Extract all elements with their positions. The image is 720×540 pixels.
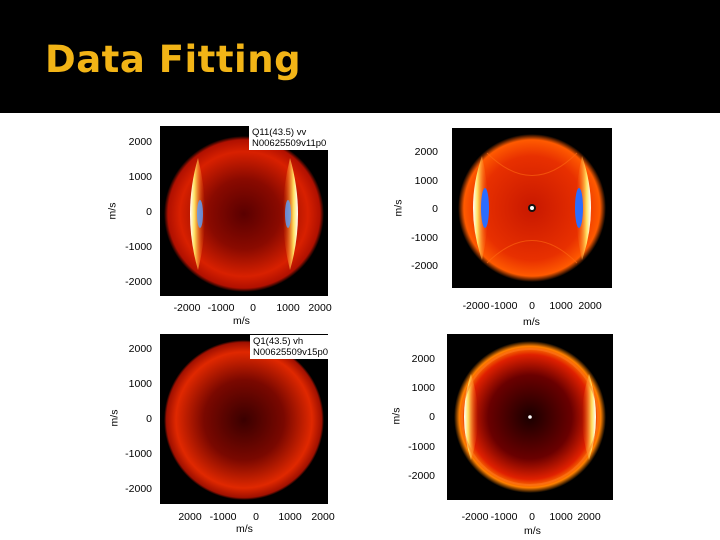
x-tick-label: -1000	[490, 511, 518, 523]
y-tick-label: -1000	[411, 232, 438, 244]
slide-title: Data Fitting	[45, 38, 302, 81]
y-axis-label: m/s	[108, 409, 121, 427]
simulated-image-vh	[447, 334, 613, 500]
x-tick-label: 0	[529, 511, 535, 523]
y-tick-label: -2000	[408, 470, 435, 482]
y-tick-label: 2000	[411, 353, 435, 365]
x-tick-label: 2000	[178, 511, 202, 523]
annotation-line1: Q1(43.5) vh	[253, 336, 304, 347]
y-tick-label: 0	[146, 413, 152, 425]
y-axis-label: m/s	[392, 199, 405, 217]
y-tick-label: -1000	[408, 441, 435, 453]
x-tick-label: -1000	[207, 302, 235, 314]
x-axis-label: m/s	[523, 316, 540, 328]
y-tick-label: 2000	[128, 343, 152, 355]
y-tick-label: 0	[146, 206, 152, 218]
y-tick-label: 2000	[128, 136, 152, 148]
annotation-line2: N00625509v11p0	[252, 138, 327, 149]
x-tick-label: 0	[253, 511, 259, 523]
y-tick-label: 2000	[414, 146, 438, 158]
y-tick-label: -2000	[125, 276, 152, 288]
x-tick-label: 1000	[549, 300, 573, 312]
x-tick-label: 2000	[577, 511, 601, 523]
y-axis-label: m/s	[106, 202, 119, 220]
x-tick-label: 1000	[549, 511, 573, 523]
x-tick-label: -1000	[490, 300, 518, 312]
annotation-line2: N00625509v15p0	[253, 347, 329, 358]
x-tick-label: -2000	[173, 302, 201, 314]
x-axis-label: m/s	[236, 523, 253, 535]
x-tick-label: 0	[529, 300, 535, 312]
y-tick-label: -2000	[125, 483, 152, 495]
experimental-annotation-vv: Q11(43.5) vv N00625509v11p0	[249, 126, 330, 150]
y-tick-label: -1000	[125, 241, 152, 253]
y-tick-label: 1000	[128, 378, 152, 390]
experimental-annotation-vh: Q1(43.5) vh N00625509v15p0	[250, 335, 332, 359]
x-tick-label: 2000	[311, 511, 335, 523]
y-tick-label: -2000	[411, 260, 438, 272]
x-tick-label: -1000	[209, 511, 237, 523]
x-tick-label: 2000	[308, 302, 332, 314]
x-tick-label: 0	[250, 302, 256, 314]
annotation-line1: Q11(43.5) vv	[252, 127, 307, 138]
y-tick-label: 0	[432, 203, 438, 215]
x-tick-label: -2000	[462, 300, 490, 312]
x-axis-label: m/s	[524, 525, 541, 537]
x-tick-label: 1000	[276, 302, 300, 314]
x-tick-label: -2000	[461, 511, 489, 523]
y-tick-label: 1000	[128, 171, 152, 183]
x-tick-label: 2000	[578, 300, 602, 312]
experimental-image-vh	[160, 334, 328, 504]
title-bar	[0, 0, 720, 113]
y-tick-label: -1000	[125, 448, 152, 460]
y-tick-label: 1000	[414, 175, 438, 187]
x-axis-label: m/s	[233, 315, 250, 327]
x-tick-label: 1000	[278, 511, 302, 523]
y-axis-label: m/s	[390, 407, 403, 425]
y-tick-label: 1000	[411, 382, 435, 394]
y-tick-label: 0	[429, 411, 435, 423]
simulated-image-vv	[452, 128, 612, 288]
experimental-image-vv	[160, 126, 328, 296]
